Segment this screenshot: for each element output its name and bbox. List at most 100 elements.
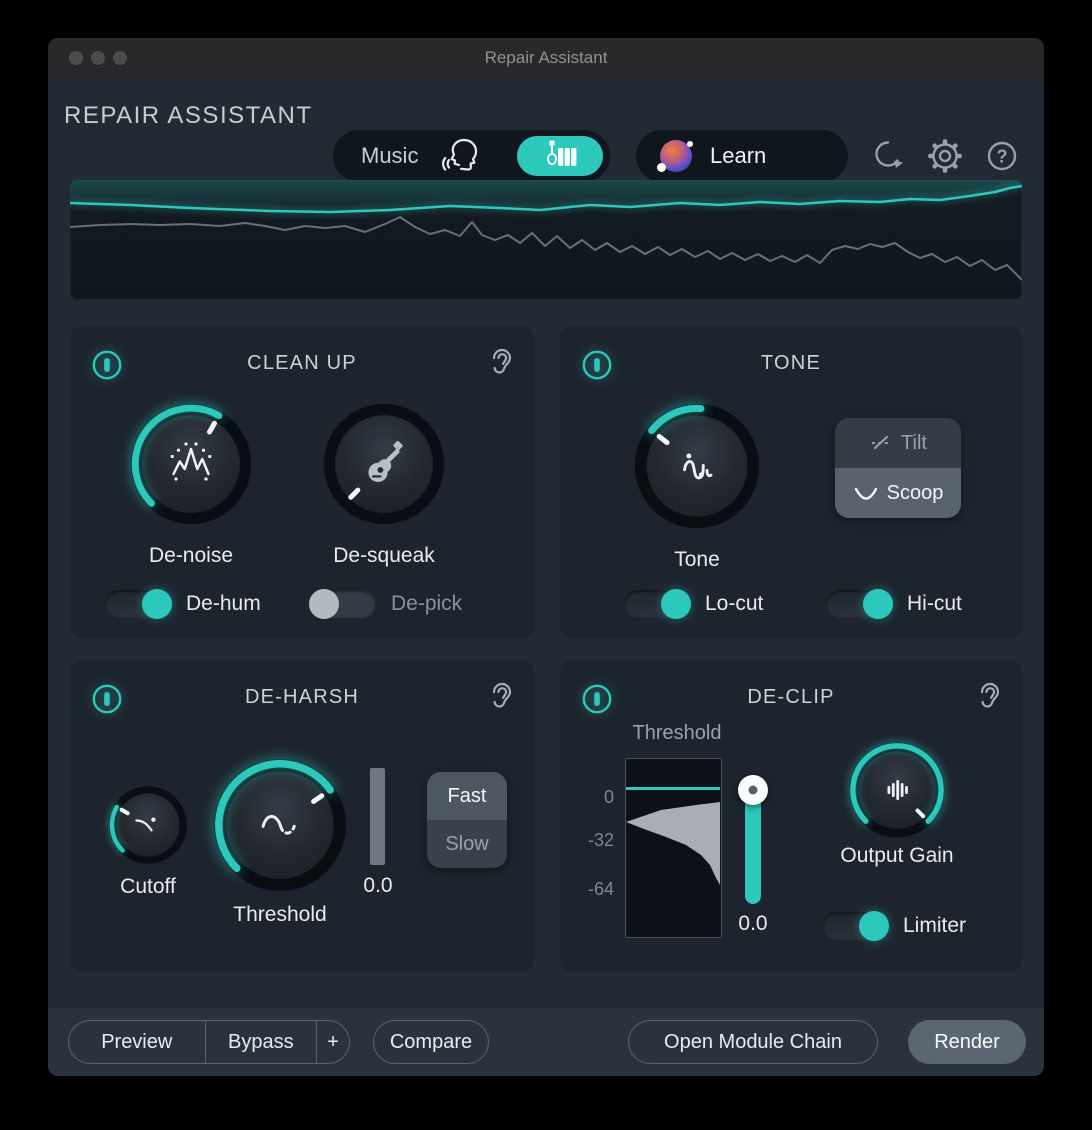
de-squeak-label: De-squeak (333, 544, 435, 567)
lo-cut-label: Lo-cut (705, 592, 764, 615)
source-mode-selector[interactable]: Music (333, 130, 610, 182)
tilt-label: Tilt (901, 431, 927, 454)
threshold-slider-track[interactable] (745, 782, 761, 904)
de-harsh-speed-segmented: Fast Slow (427, 772, 507, 868)
de-harsh-threshold-knob[interactable] (212, 757, 348, 893)
cutoff-curve-icon (135, 817, 156, 832)
tone-curve-icon (683, 453, 713, 480)
divider (316, 1021, 318, 1063)
voice-icon[interactable] (440, 134, 484, 178)
de-harsh-module: DE-HARSH Cutoff (70, 660, 534, 972)
add-button[interactable]: + (327, 1030, 339, 1053)
de-clip-threshold-label: Threshold (632, 722, 722, 744)
lo-cut-toggle[interactable]: Lo-cut (624, 589, 764, 619)
de-clip-module: DE-CLIP Threshold 0 -32 -64 0.0 (560, 660, 1022, 972)
scoop-label: Scoop (886, 481, 944, 504)
tone-title: TONE (761, 352, 821, 374)
clean-up-title: CLEAN UP (247, 352, 357, 374)
fast-segment[interactable]: Fast (427, 772, 507, 820)
de-hum-label: De-hum (186, 592, 261, 615)
preview-bypass-group: Preview Bypass + (68, 1020, 350, 1064)
zoom-window-button[interactable] (113, 51, 127, 65)
tone-power-icon[interactable] (581, 349, 613, 381)
render-button[interactable]: Render (908, 1020, 1026, 1064)
de-harsh-threshold-label: Threshold (233, 903, 327, 926)
de-harsh-power-icon[interactable] (91, 683, 123, 715)
hi-cut-label: Hi-cut (907, 592, 962, 615)
de-pick-toggle[interactable]: De-pick (309, 589, 463, 619)
output-gain-icon (887, 780, 908, 800)
slow-segment[interactable]: Slow (427, 820, 507, 868)
de-hum-toggle[interactable]: De-hum (105, 589, 261, 619)
preview-button[interactable]: Preview (101, 1030, 173, 1053)
instrument-icon (547, 140, 577, 166)
output-gain-knob[interactable] (848, 741, 946, 839)
wave-threshold-icon (261, 815, 296, 835)
plugin-window: Repair Assistant REPAIR ASSISTANT Music (48, 38, 1044, 1076)
clean-up-power-icon[interactable] (91, 349, 123, 381)
de-clip-ear-icon[interactable] (976, 681, 1004, 715)
de-noise-icon (170, 442, 212, 481)
de-noise-label: De-noise (148, 544, 234, 567)
slow-label: Slow (445, 832, 489, 855)
mode-label: Music (361, 143, 419, 168)
tilt-icon (872, 435, 891, 450)
spectrum-curves (70, 180, 1022, 281)
gear-icon[interactable] (925, 136, 965, 176)
scoop-segment[interactable]: Scoop (835, 468, 961, 518)
learn-button[interactable]: Learn (636, 130, 848, 182)
de-harsh-title: DE-HARSH (244, 686, 360, 708)
threshold-slider-value: 0.0 (738, 912, 768, 935)
axis-tick-32: -32 (587, 830, 614, 850)
de-clip-power-icon[interactable] (581, 683, 613, 715)
guitar-icon (368, 441, 403, 482)
signal-spectrum-line (70, 184, 1022, 214)
minimize-window-button[interactable] (91, 51, 105, 65)
output-gain-label: Output Gain (840, 844, 954, 867)
close-window-button[interactable] (69, 51, 83, 65)
de-pick-label: De-pick (391, 592, 463, 615)
hi-cut-toggle[interactable]: Hi-cut (826, 589, 962, 619)
instrument-mode-segment[interactable] (517, 136, 603, 176)
tone-knob-label: Tone (674, 548, 720, 571)
open-module-chain-button[interactable]: Open Module Chain (628, 1020, 878, 1064)
fast-label: Fast (447, 784, 487, 807)
reduction-meter (370, 768, 385, 865)
svg-text:?: ? (997, 147, 1008, 167)
clean-up-ear-icon[interactable] (488, 347, 516, 381)
clean-up-module: CLEAN UP De-noise (70, 326, 534, 638)
compare-button[interactable]: Compare (373, 1020, 489, 1064)
cutoff-knob[interactable] (108, 785, 188, 865)
bypass-button[interactable]: Bypass (228, 1030, 294, 1053)
app-title: REPAIR ASSISTANT (64, 102, 313, 129)
help-icon[interactable]: ? (982, 136, 1022, 176)
amplitude-histogram (625, 758, 722, 938)
de-noise-knob[interactable] (129, 402, 253, 526)
axis-tick-64: -64 (587, 879, 614, 899)
header: REPAIR ASSISTANT Music (48, 78, 1044, 182)
tone-knob[interactable] (633, 402, 761, 530)
bottom-toolbar: Preview Bypass + Compare Open Module Cha… (48, 1008, 1044, 1076)
de-harsh-meter-value: 0.0 (363, 874, 393, 897)
de-harsh-ear-icon[interactable] (488, 681, 516, 715)
history-icon[interactable] (868, 136, 908, 176)
learn-label: Learn (710, 143, 767, 168)
threshold-slider-thumb[interactable] (738, 775, 768, 805)
tilt-segment[interactable]: Tilt (835, 418, 961, 468)
tone-module: TONE Tone Tilt (560, 326, 1022, 638)
limiter-toggle[interactable]: Limiter (822, 911, 967, 941)
de-clip-title: DE-CLIP (747, 686, 835, 708)
threshold-line (626, 787, 720, 790)
scoop-icon (854, 487, 877, 500)
axis-tick-0: 0 (603, 787, 614, 807)
histogram-shape (626, 802, 720, 885)
tone-shape-segmented: Tilt Scoop (835, 418, 961, 518)
cutoff-label: Cutoff (120, 875, 176, 898)
learn-sphere-icon (657, 140, 693, 172)
titlebar: Repair Assistant (48, 38, 1044, 78)
de-squeak-knob[interactable] (322, 402, 446, 526)
noise-profile-line (70, 216, 1022, 281)
spectrum-display (70, 180, 1022, 300)
divider (204, 1021, 206, 1063)
limiter-label: Limiter (903, 914, 967, 937)
